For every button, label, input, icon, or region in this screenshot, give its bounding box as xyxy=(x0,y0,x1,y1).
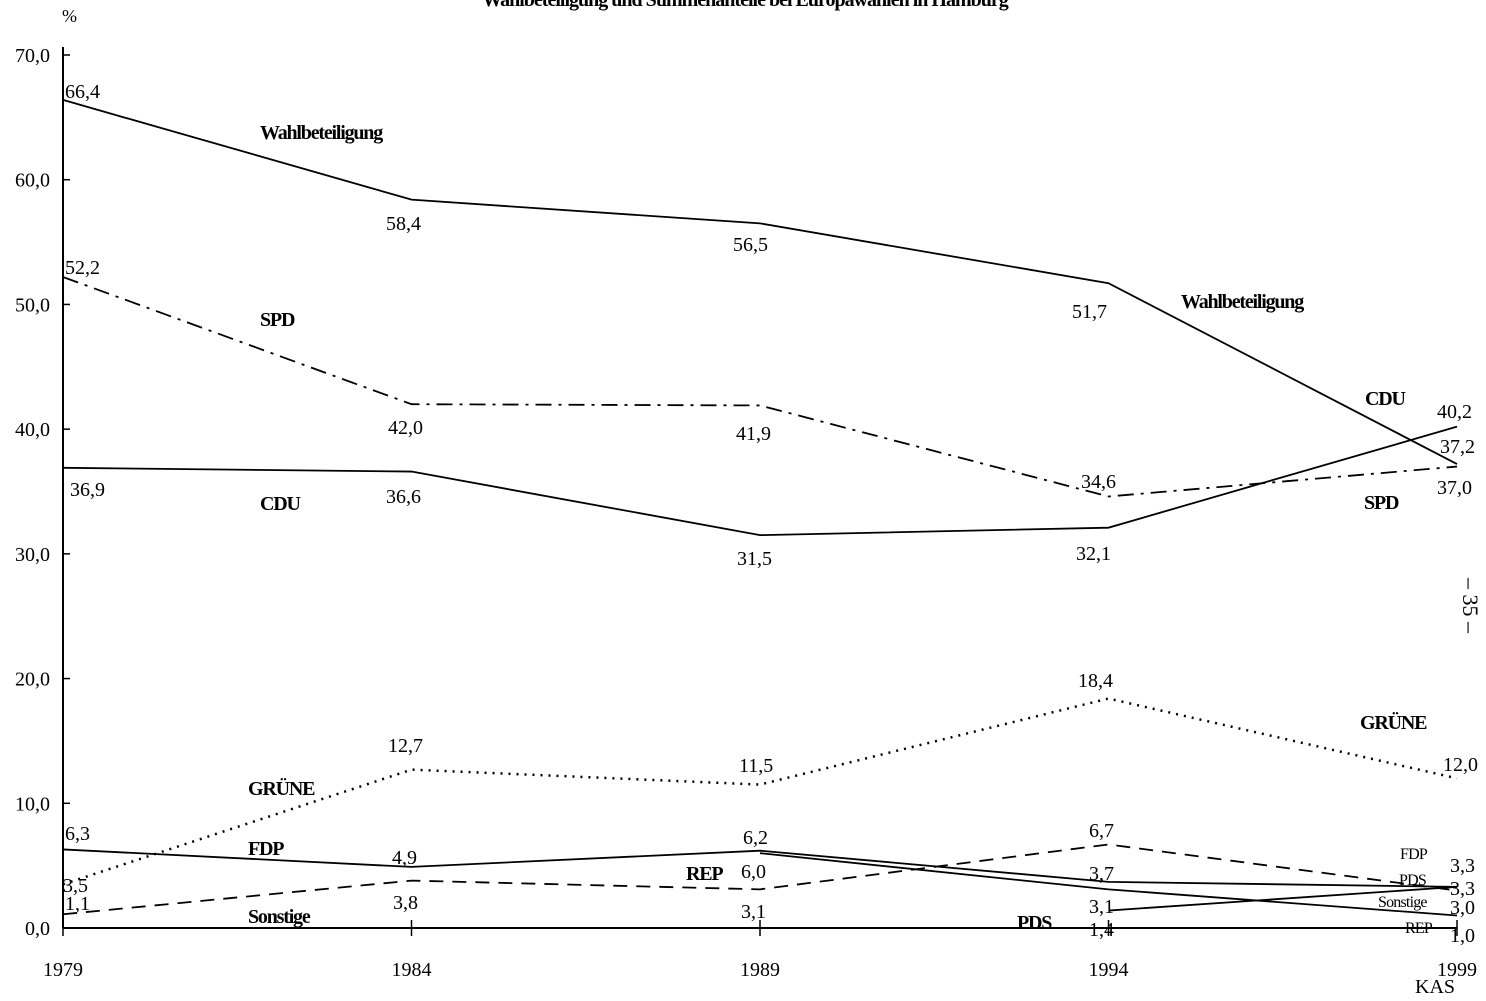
y-tick-label: 30,0 xyxy=(15,544,50,566)
series-name-label: SPD xyxy=(260,309,295,331)
axes: 0,0 10,0 20,0 30,0 40,0 50,0 60,0 70,0 1979 1984 1… xyxy=(15,45,1477,981)
series-name-label: CDU xyxy=(1365,388,1405,410)
series-name-label: Wahlbeteiligung xyxy=(260,122,383,144)
x-tick-label: 1994 xyxy=(1089,959,1129,981)
data-label: 42,0 xyxy=(388,417,423,439)
series-name-label: FDP xyxy=(1400,846,1428,863)
data-label: 6,2 xyxy=(743,827,768,849)
data-label: 12,7 xyxy=(388,735,423,757)
y-tick-label: 10,0 xyxy=(15,793,50,815)
source-label: KAS xyxy=(1415,976,1455,998)
data-label: 3,3 xyxy=(1450,855,1475,877)
data-label: 31,5 xyxy=(737,548,772,570)
data-label: 1,0 xyxy=(1450,925,1475,947)
series-name-label: FDP xyxy=(248,838,284,860)
series-line-fdp xyxy=(62,848,1458,888)
data-label: 3,1 xyxy=(741,901,766,923)
series-line-wahlbeteiligung xyxy=(62,99,1458,465)
chart-title: Wahlbeteiligung und Stimmenanteile bei E… xyxy=(482,0,1009,11)
series-name-label: REP xyxy=(1405,920,1433,937)
series-name-label: Sonstige xyxy=(1378,894,1427,911)
series-line-pds xyxy=(1108,885,1458,912)
data-label: 18,4 xyxy=(1078,670,1113,692)
x-tick-label: 1999 xyxy=(1437,959,1477,981)
data-label: 4,9 xyxy=(392,847,417,869)
data-label: 6,7 xyxy=(1089,820,1114,842)
x-tick-label: 1984 xyxy=(392,959,432,981)
series-lines xyxy=(62,99,1458,917)
series-name-label: Wahlbeteiligung xyxy=(1181,291,1304,313)
data-label: 3,3 xyxy=(1450,878,1475,900)
data-label: 51,7 xyxy=(1072,301,1107,323)
data-label: 3,8 xyxy=(393,892,418,914)
data-label: 12,0 xyxy=(1443,754,1478,776)
series-line-grüne xyxy=(62,697,1458,886)
data-label: 3,0 xyxy=(1450,897,1475,919)
y-tick-label: 20,0 xyxy=(15,669,50,691)
y-tick-label: 0,0 xyxy=(25,918,50,940)
series-line-sonstige xyxy=(62,843,1458,916)
x-tick-label: 1989 xyxy=(740,959,780,981)
series-name-label: CDU xyxy=(260,493,300,515)
series-line-rep xyxy=(759,852,1458,917)
series-name-label: GRÜNE xyxy=(248,777,315,800)
series-line-cdu xyxy=(62,425,1458,537)
data-label: 6,0 xyxy=(741,861,766,883)
data-label: 40,2 xyxy=(1437,401,1472,423)
data-label: 1,4 xyxy=(1089,919,1114,941)
data-label: 37,2 xyxy=(1440,436,1475,458)
series-line-spd xyxy=(62,276,1458,498)
series-name-label: Sonstige xyxy=(248,906,311,928)
y-axis-unit: % xyxy=(62,6,77,26)
data-label: 6,3 xyxy=(65,823,90,845)
data-label: 36,6 xyxy=(386,486,421,508)
series-name-label: PDS xyxy=(1017,912,1052,934)
data-label: 58,4 xyxy=(386,213,421,235)
y-tick-label: 60,0 xyxy=(15,170,50,192)
data-label: 37,0 xyxy=(1437,477,1472,499)
series-name-label: PDS xyxy=(1399,872,1426,889)
data-labels: 66,4 58,4 56,5 51,7 37,2 52,2 42,0 41,9 34,6 37,0… xyxy=(63,81,1478,947)
data-label: 3,7 xyxy=(1089,863,1114,885)
data-label: 56,5 xyxy=(733,234,768,256)
series-name-label: REP xyxy=(686,863,723,885)
data-label: 34,6 xyxy=(1081,471,1116,493)
data-label: 66,4 xyxy=(65,81,100,103)
data-label: 41,9 xyxy=(736,423,771,445)
data-label: 36,9 xyxy=(70,479,105,501)
y-tick-label: 70,0 xyxy=(15,45,50,67)
data-label: 52,2 xyxy=(65,257,100,279)
series-name-label: GRÜNE xyxy=(1360,711,1427,734)
series-names: Wahlbeteiligung Wahlbeteiligung SPD SPD CDU C… xyxy=(248,122,1434,937)
data-label: 3,1 xyxy=(1089,896,1114,918)
series-name-label: SPD xyxy=(1364,492,1399,514)
data-label: 1,1 xyxy=(65,893,90,915)
data-label: 3,5 xyxy=(63,875,88,897)
y-tick-label: 40,0 xyxy=(15,419,50,441)
page-number: – 35 – xyxy=(1458,577,1483,634)
data-label: 11,5 xyxy=(739,755,773,777)
x-tick-label: 1979 xyxy=(43,959,83,981)
data-label: 32,1 xyxy=(1076,543,1111,565)
y-tick-label: 50,0 xyxy=(15,294,50,316)
